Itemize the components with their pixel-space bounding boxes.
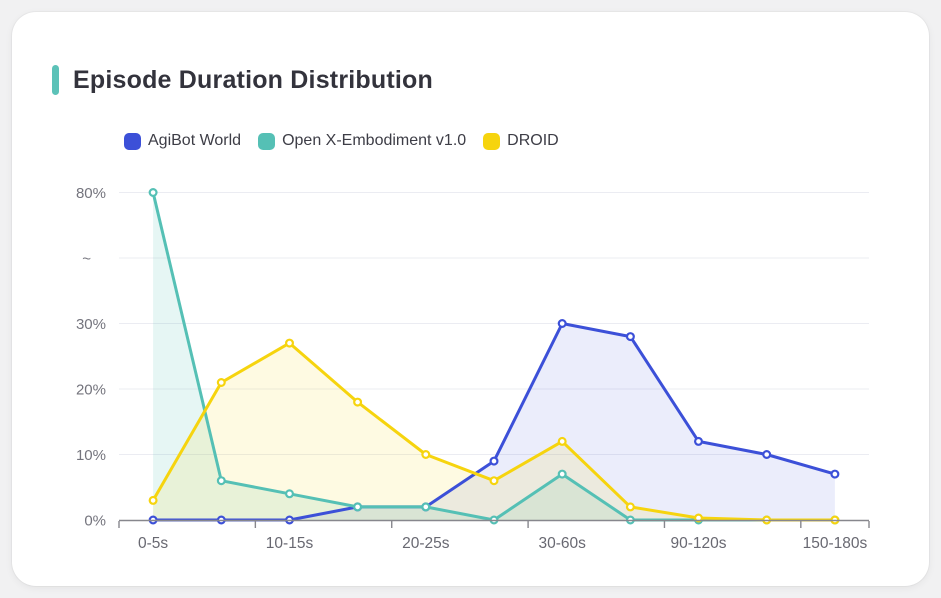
title-accent-bar (52, 65, 59, 95)
chart-header: Episode Duration Distribution (52, 62, 433, 98)
legend-swatch-open-x-embodiment-v1-0 (258, 132, 276, 150)
chart-title: Episode Duration Distribution (73, 65, 433, 94)
legend-swatch-agibot-world (124, 132, 141, 150)
legend-item-open-x-embodiment-v1-0[interactable]: Open X-Embodiment v1.0 (258, 132, 467, 150)
chart-legend: AgiBot World Open X-Embodiment v1.0 DROID (124, 130, 559, 152)
legend-swatch-droid (483, 132, 501, 150)
legend-label: AgiBot World (148, 132, 242, 149)
legend-label: Open X-Embodiment v1.0 (282, 132, 467, 149)
chart-card: Episode Duration Distribution AgiBot Wor… (12, 12, 929, 586)
legend-label: DROID (507, 132, 559, 149)
legend-item-agibot-world[interactable]: AgiBot World (124, 132, 242, 150)
legend-item-droid[interactable]: DROID (483, 132, 559, 150)
